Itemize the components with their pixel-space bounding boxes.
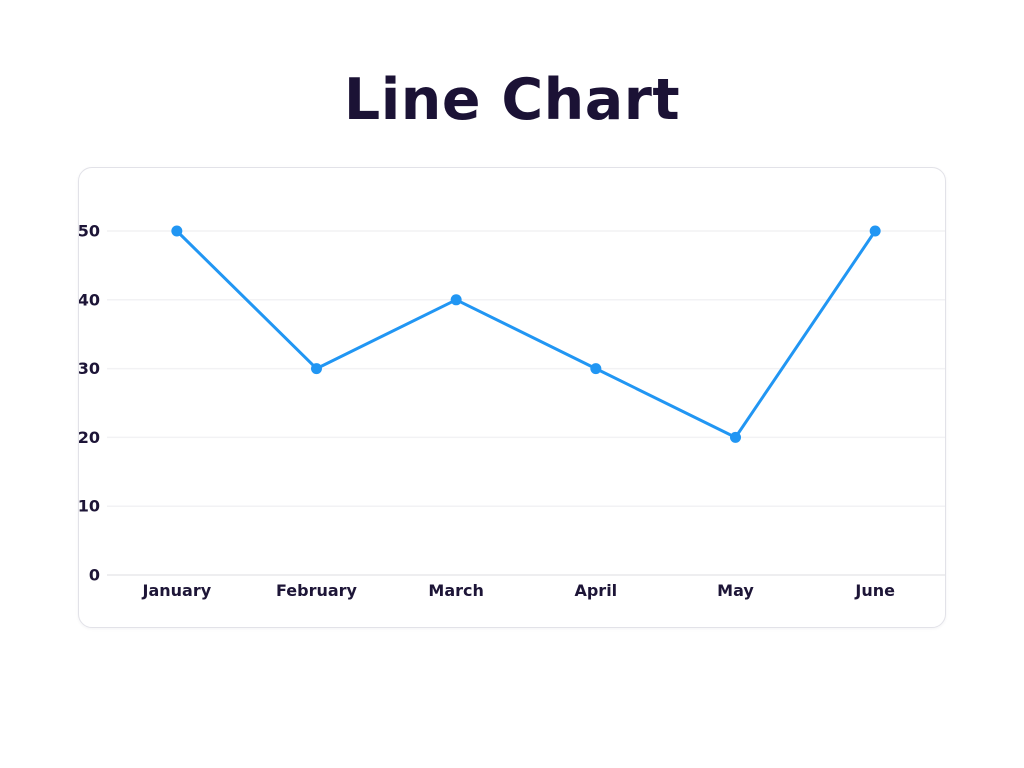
data-point[interactable]: [869, 225, 881, 237]
line-chart-svg: 0 10 20 30 40 50 January February March April May J…: [79, 222, 945, 600]
data-point[interactable]: [590, 363, 602, 375]
x-tick-label: June: [854, 581, 895, 600]
data-point[interactable]: [311, 363, 322, 375]
x-tick-label: April: [574, 581, 617, 600]
data-line: [175, 229, 877, 439]
x-tick-label: March: [428, 581, 483, 600]
data-point[interactable]: [171, 225, 183, 237]
x-tick-label: May: [717, 581, 754, 600]
y-tick-label: 10: [79, 497, 100, 516]
x-tick-label: January: [142, 581, 212, 600]
y-tick-label: 20: [79, 428, 100, 447]
x-tick-label: February: [276, 581, 358, 600]
line-chart-card: 0 10 20 30 40 50 January February March April May J…: [78, 167, 946, 628]
page-title: Line Chart: [343, 67, 681, 133]
data-point[interactable]: [730, 431, 741, 443]
y-tick-label: 50: [79, 222, 100, 241]
data-point[interactable]: [450, 294, 462, 306]
y-tick-label: 40: [79, 290, 100, 309]
y-tick-label: 30: [79, 359, 100, 378]
y-tick-label: 0: [89, 566, 100, 585]
